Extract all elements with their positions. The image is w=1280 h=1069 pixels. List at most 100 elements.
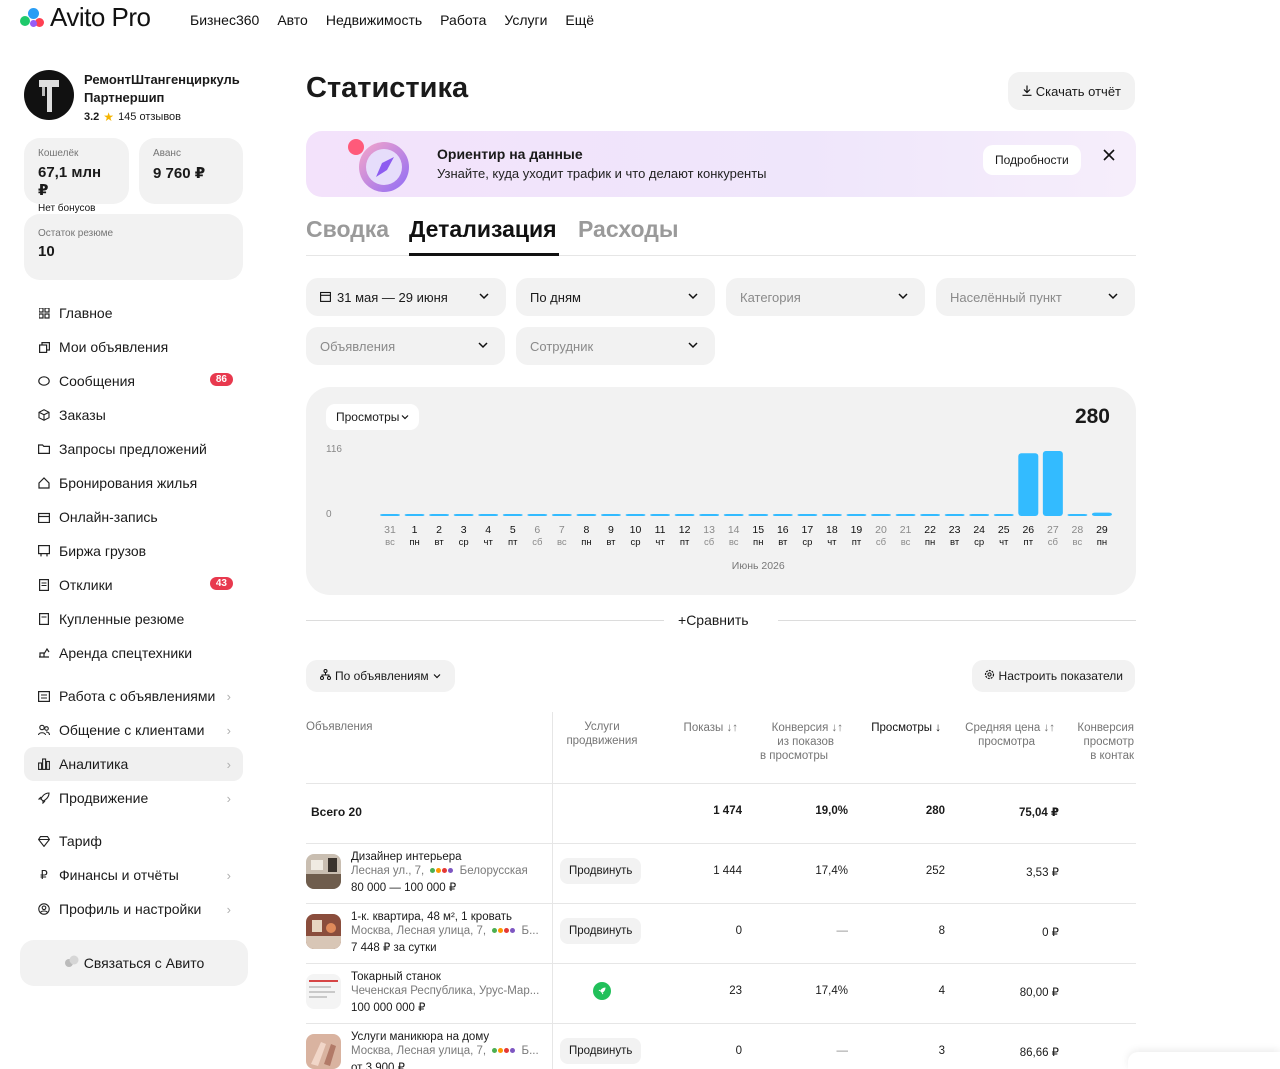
chart-bar[interactable]	[429, 514, 450, 516]
nav-more[interactable]: Ещё	[565, 12, 595, 28]
col-header-impressions[interactable]: Показы ↓↑	[683, 722, 738, 734]
chart-bar[interactable]	[944, 514, 965, 516]
col-header-conversion-views[interactable]: Конверсия ↓↑ из показов в просмотры	[746, 721, 843, 763]
chart-bar[interactable]	[723, 514, 744, 516]
chart-bar[interactable]	[871, 514, 891, 516]
sidebar-item-finance[interactable]: ₽ Финансы и отчёты ›	[24, 858, 243, 892]
chart-bar[interactable]	[674, 514, 695, 516]
nav-services[interactable]: Услуги	[504, 12, 548, 28]
chart-bar[interactable]	[404, 514, 425, 516]
sidebar-item-requests[interactable]: Запросы предложений	[24, 432, 243, 466]
employee-select[interactable]: Сотрудник	[516, 327, 715, 365]
sidebar-item-clients[interactable]: Общение с клиентами ›	[24, 713, 243, 747]
banner-details-button[interactable]: Подробности	[983, 145, 1081, 175]
chart-bar[interactable]	[1042, 451, 1063, 516]
sidebar-item-promotion[interactable]: Продвижение ›	[24, 781, 243, 815]
chart-bar[interactable]	[453, 514, 474, 516]
chart-bar[interactable]	[797, 514, 818, 516]
promote-button[interactable]: Продвинуть	[560, 1038, 642, 1064]
resume-balance-card[interactable]: Остаток резюме 10	[24, 214, 243, 280]
chart-bar[interactable]	[1067, 514, 1088, 516]
col-header-avg-price[interactable]: Средняя цена ↓↑ просмотра	[946, 721, 1055, 749]
chart-bar[interactable]	[380, 514, 400, 516]
chart-bar[interactable]	[993, 514, 1014, 516]
avatar[interactable]	[24, 70, 74, 120]
chart-bar[interactable]	[1091, 512, 1112, 516]
sidebar-item-online-booking[interactable]: Онлайн-запись	[24, 500, 243, 534]
sidebar-item-bookings[interactable]: Бронирования жилья	[24, 466, 243, 500]
sidebar-item-messages[interactable]: Сообщения 86	[24, 364, 243, 398]
profile-block[interactable]: РемонтШтангенциркуль Партнершип 3.2 ★ 14…	[24, 70, 248, 124]
sidebar-item-analytics[interactable]: Аналитика ›	[24, 747, 243, 781]
chart-bar[interactable]	[748, 514, 769, 516]
ad-title[interactable]: Дизайнер интерьера	[351, 851, 462, 863]
avito-pro-logo[interactable]: Avito Pro	[20, 2, 151, 33]
chart-bar[interactable]	[576, 514, 597, 516]
group-by-select[interactable]: По объявлениям	[306, 660, 455, 692]
sidebar-item-orders[interactable]: Заказы	[24, 398, 243, 432]
chart-bar[interactable]	[650, 514, 671, 516]
chart-metric-select[interactable]: Просмотры	[326, 404, 420, 430]
chart-bar[interactable]	[821, 514, 842, 516]
ads-select[interactable]: Объявления	[306, 327, 505, 365]
ad-price: от 3 900 ₽	[351, 1062, 405, 1069]
ad-thumbnail[interactable]	[306, 914, 341, 949]
sidebar-item-main[interactable]: Главное	[24, 296, 243, 330]
promote-button[interactable]: Продвинуть	[560, 858, 642, 884]
nav-business360[interactable]: Бизнес360	[190, 12, 260, 28]
chart-bar[interactable]	[699, 514, 720, 516]
ad-title[interactable]: Услуги маникюра на дому	[351, 1031, 490, 1043]
ad-title[interactable]: Токарный станок	[351, 971, 441, 983]
chart-bar[interactable]	[625, 514, 646, 516]
chart-bar[interactable]	[527, 514, 548, 516]
sidebar-item-my-ads[interactable]: Мои объявления	[24, 330, 243, 364]
ad-thumbnail[interactable]	[306, 854, 341, 889]
sidebar-item-equipment-rental[interactable]: Аренда спецтехники	[24, 636, 243, 670]
nav-jobs[interactable]: Работа	[440, 12, 487, 28]
col-header-views[interactable]: Просмотры ↓	[871, 722, 941, 734]
promote-button[interactable]: Продвинуть	[560, 918, 642, 944]
category-select[interactable]: Категория	[726, 278, 925, 316]
floating-widget[interactable]	[1128, 1052, 1280, 1069]
chart-bar[interactable]	[551, 514, 572, 516]
chart-bar[interactable]	[895, 514, 916, 516]
advance-card[interactable]: Аванс 9 760 ₽	[139, 138, 243, 204]
sidebar-item-responses[interactable]: Отклики 43	[24, 568, 243, 602]
row-views: 3	[938, 1045, 945, 1057]
compare-button[interactable]: +Сравнить	[678, 612, 749, 628]
chart-bar[interactable]	[600, 514, 621, 516]
ad-thumbnail[interactable]	[306, 974, 341, 1009]
col-header-ads[interactable]: Объявления	[306, 721, 373, 733]
city-select[interactable]: Населённый пункт	[936, 278, 1135, 316]
chart-bar[interactable]	[502, 514, 523, 516]
tab-expenses[interactable]: Расходы	[578, 216, 679, 242]
sidebar-item-profile-settings[interactable]: Профиль и настройки ›	[24, 892, 243, 926]
chart-bar[interactable]	[1018, 453, 1039, 516]
tab-details[interactable]: Детализация	[409, 216, 557, 242]
sidebar-item-tariff[interactable]: Тариф	[24, 824, 243, 858]
date-range-select[interactable]: 31 мая — 29 июня	[306, 278, 506, 316]
close-icon[interactable]	[1101, 147, 1117, 163]
period-select[interactable]: По дням	[516, 278, 715, 316]
chart-bar[interactable]	[920, 514, 941, 516]
nav-realty[interactable]: Недвижимость	[325, 12, 423, 28]
ad-title[interactable]: 1-к. квартира, 48 м², 1 кровать	[351, 911, 512, 923]
tab-summary[interactable]: Сводка	[306, 216, 390, 242]
promotion-active-icon[interactable]	[593, 982, 611, 1000]
profile-rating[interactable]: 3.2 ★ 145 отзывов	[84, 110, 240, 124]
col-header-conversion-contact[interactable]: Конверсия просмотр в контак	[1061, 721, 1134, 763]
configure-metrics-button[interactable]: Настроить показатели	[971, 660, 1135, 692]
ad-thumbnail[interactable]	[306, 1034, 341, 1069]
contact-avito-button[interactable]: Связаться с Авито	[20, 940, 248, 986]
ad-metro: Б...	[521, 925, 539, 937]
wallet-card[interactable]: Кошелёк 67,1 млн ₽ Нет бонусов	[24, 138, 129, 214]
sidebar-item-cargo[interactable]: Биржа грузов	[24, 534, 243, 568]
chart-bar[interactable]	[772, 514, 793, 516]
sidebar-item-ads-work[interactable]: Работа с объявлениями ›	[24, 679, 243, 713]
nav-auto[interactable]: Авто	[277, 12, 308, 28]
sidebar-item-bought-resumes[interactable]: Купленные резюме	[24, 602, 243, 636]
chart-bar[interactable]	[969, 514, 990, 516]
download-report-button[interactable]: Скачать отчёт	[1007, 72, 1135, 110]
chart-bar[interactable]	[846, 514, 867, 516]
chart-bar[interactable]	[478, 514, 499, 516]
